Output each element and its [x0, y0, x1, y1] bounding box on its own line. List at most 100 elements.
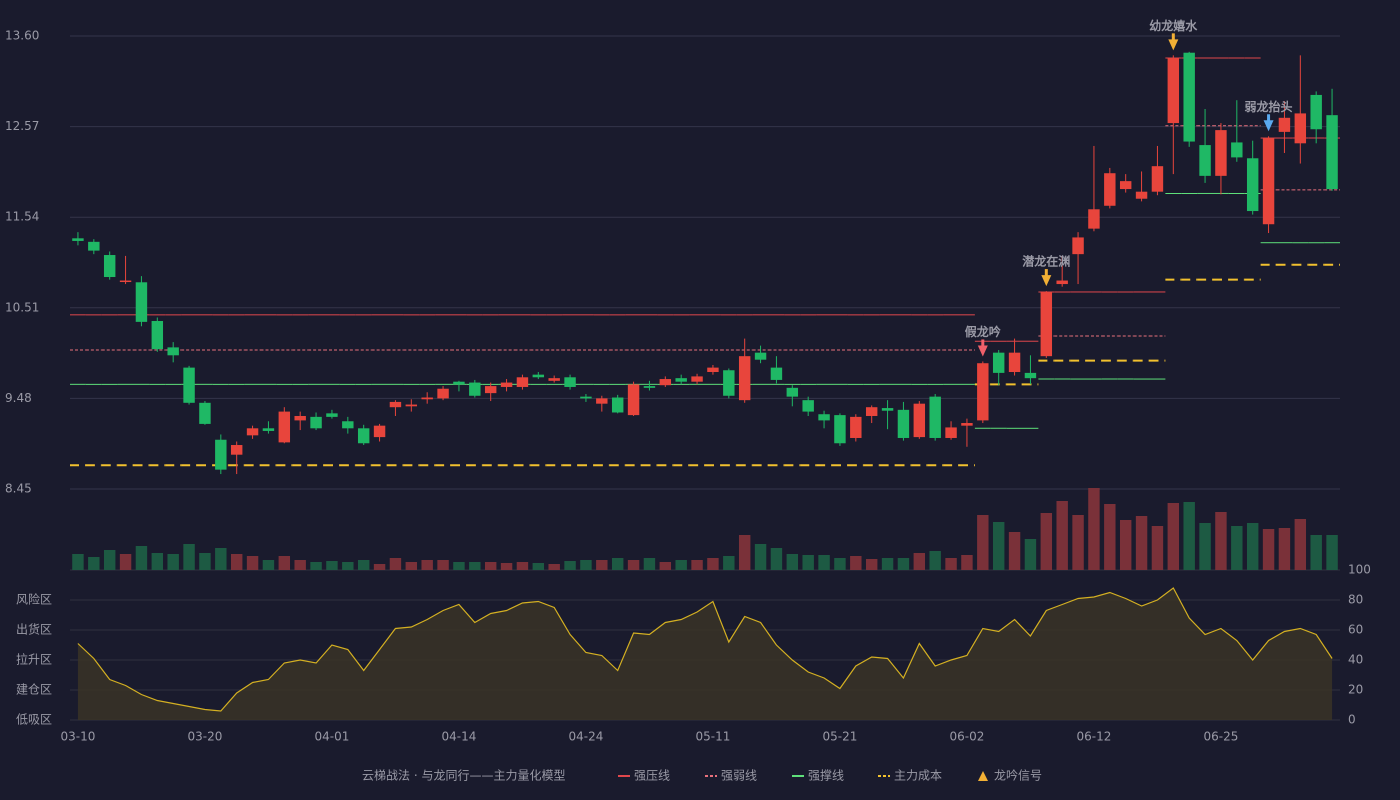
indicator-tick-label: 40	[1348, 653, 1363, 667]
legend-label: 强压线	[634, 769, 670, 783]
volume-bar	[103, 550, 116, 570]
volume-bar	[723, 556, 735, 570]
candle-body	[564, 377, 576, 387]
volume-bar	[929, 551, 941, 570]
candle-body	[215, 439, 227, 470]
candle-body	[818, 414, 830, 421]
candle-body	[850, 416, 862, 438]
indicator-tick-label: 0	[1348, 713, 1356, 727]
signal-label: 幼龙嬉水	[1149, 18, 1198, 33]
candle-body	[1278, 117, 1291, 132]
candle-body	[1104, 173, 1116, 206]
volume-bar	[754, 544, 767, 570]
candle-body	[1040, 291, 1053, 357]
candle-body	[1231, 142, 1243, 158]
volume-bar	[1246, 523, 1259, 570]
volume-bar	[945, 558, 957, 570]
volume-bar	[580, 560, 592, 570]
candle-body	[897, 409, 910, 438]
candle-body	[1119, 181, 1132, 190]
candle-body	[230, 445, 243, 455]
signal-label: 弱龙抬头	[1245, 99, 1293, 114]
candle-body	[167, 347, 179, 356]
volume-bar	[373, 564, 386, 570]
candle-body	[1262, 138, 1275, 225]
volume-bar	[532, 563, 545, 570]
candle-body	[659, 379, 672, 386]
volume-bar	[675, 560, 687, 570]
candle-body	[548, 378, 560, 381]
signal-label: 假龙吟	[965, 324, 1001, 339]
candle-body	[723, 370, 735, 396]
signal-label: 潜龙在渊	[1022, 254, 1070, 269]
volume-bar	[770, 548, 783, 570]
volume-bar	[897, 558, 910, 570]
candle-body	[881, 408, 894, 411]
x-tick-label: 04-24	[569, 730, 604, 744]
volume-bar	[405, 562, 418, 570]
candle-body	[1199, 145, 1211, 176]
volume-bar	[246, 556, 259, 570]
candle-body	[1326, 115, 1338, 190]
signal-arrow-stem	[981, 339, 985, 347]
candle-body	[310, 416, 322, 429]
candle-body	[183, 367, 195, 403]
volume-bar	[1135, 516, 1148, 570]
candle-body	[326, 413, 338, 417]
volume-bar	[88, 557, 100, 570]
candle-body	[500, 382, 513, 387]
zone-label: 低吸区	[16, 713, 52, 727]
y-tick-label: 13.60	[5, 29, 39, 43]
candle-body	[1135, 191, 1148, 199]
zone-label: 风险区	[16, 592, 52, 607]
volume-bar	[453, 562, 465, 570]
x-tick-label: 05-21	[823, 730, 858, 744]
candle-body	[992, 352, 1005, 373]
volume-bar	[484, 562, 497, 570]
indicator-tick-label: 80	[1348, 593, 1363, 607]
x-tick-label: 03-20	[188, 730, 223, 744]
candle-body	[1056, 280, 1068, 285]
volume-bar	[802, 555, 814, 570]
zone-label: 出货区	[16, 622, 52, 637]
volume-bar	[230, 554, 243, 570]
volume-bar	[262, 560, 275, 570]
x-tick-label: 06-02	[950, 730, 985, 744]
candle-body	[135, 282, 148, 322]
volume-bar	[1278, 528, 1291, 570]
candle-body	[1310, 94, 1322, 130]
candle-body	[103, 255, 116, 278]
y-tick-label: 11.54	[5, 210, 39, 224]
candle-body	[357, 428, 370, 444]
volume-bar	[310, 562, 322, 570]
y-tick-label: 8.45	[5, 482, 32, 496]
candle-body	[1024, 372, 1037, 379]
candle-body	[802, 400, 814, 412]
volume-bar	[850, 556, 862, 570]
volume-bar	[389, 558, 402, 570]
volume-bar	[913, 553, 926, 570]
y-tick-label: 10.51	[5, 300, 39, 314]
indicator-line	[77, 587, 1333, 712]
candle-body	[72, 238, 84, 241]
volume-bar	[564, 561, 576, 570]
volume-bar	[1294, 519, 1307, 570]
volume-bar	[611, 558, 624, 570]
candle-body	[405, 404, 418, 407]
candle-body	[437, 388, 449, 399]
volume-bar	[659, 562, 672, 570]
volume-bar	[1151, 526, 1164, 570]
volume-bar	[1104, 504, 1116, 570]
candle-body	[453, 381, 465, 385]
volume-bar	[1167, 503, 1180, 570]
candle-body	[421, 397, 433, 400]
volume-bar	[1072, 515, 1084, 570]
x-tick-label: 03-10	[61, 730, 96, 744]
volume-bar	[834, 558, 846, 570]
x-tick-label: 04-14	[442, 730, 477, 744]
legend-label: 强弱线	[721, 769, 757, 783]
signal-arrow-stem	[1267, 114, 1271, 122]
legend-label: 龙吟信号	[994, 768, 1042, 783]
candle-body	[786, 387, 799, 397]
legend-label: 强撑线	[808, 768, 844, 783]
